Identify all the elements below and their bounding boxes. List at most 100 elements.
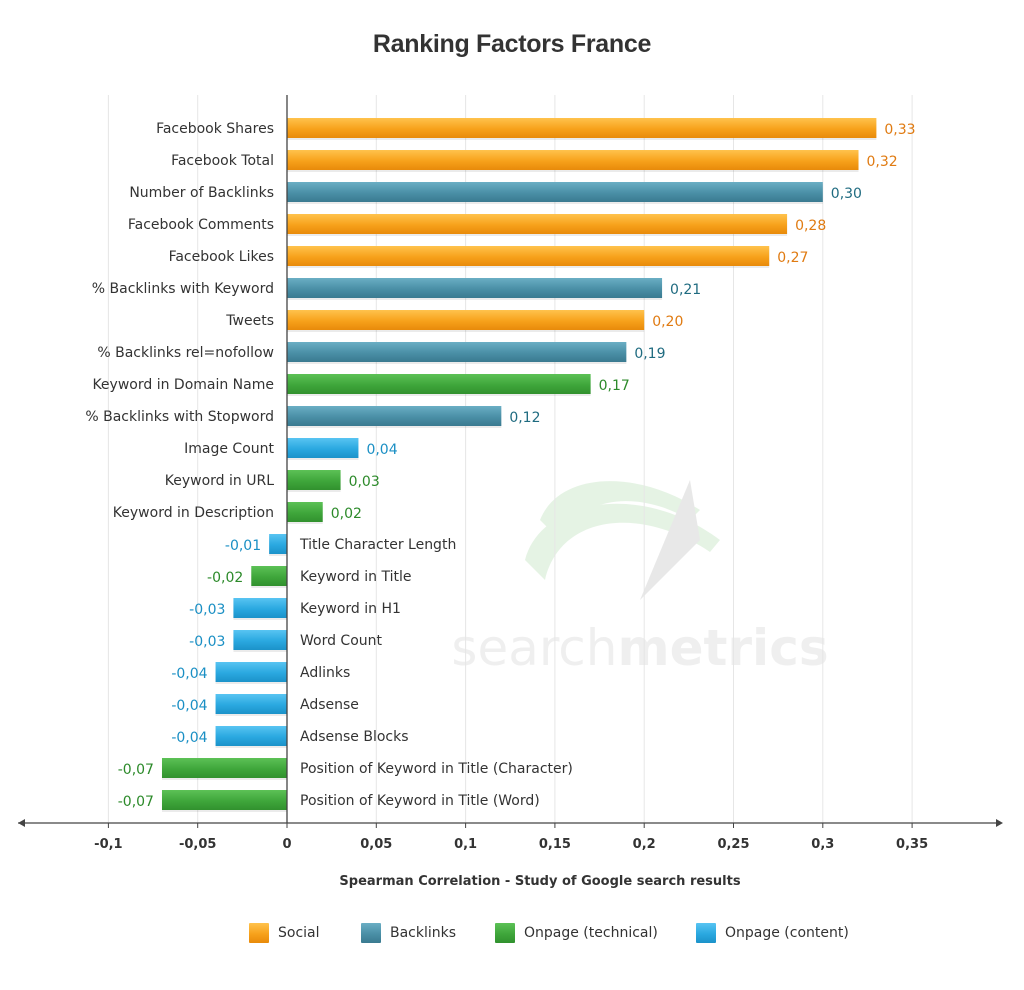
bar — [287, 310, 645, 330]
data-label: -0,03 — [189, 602, 225, 618]
watermark-text: searchmetrics — [451, 619, 828, 677]
category-label: Tweets — [225, 313, 274, 329]
bar — [287, 182, 823, 202]
data-label: -0,01 — [225, 538, 261, 554]
data-label: 0,12 — [509, 410, 540, 426]
x-tick-label: 0,15 — [539, 837, 571, 852]
category-label: Facebook Total — [171, 153, 274, 169]
x-tick-label: -0,05 — [179, 837, 216, 852]
category-label: Image Count — [184, 441, 274, 457]
category-label: Word Count — [300, 633, 383, 649]
bar-group: Adsense Blocks -0,04 — [171, 726, 409, 748]
data-label: 0,32 — [867, 154, 898, 170]
data-label: 0,17 — [599, 378, 630, 394]
legend-label: Onpage (content) — [725, 925, 849, 941]
legend-swatch — [249, 923, 269, 943]
bar — [287, 438, 359, 458]
category-label: Adlinks — [300, 665, 350, 681]
data-label: 0,28 — [795, 218, 826, 234]
data-label: -0,02 — [207, 570, 243, 586]
data-label: -0,04 — [171, 666, 207, 682]
data-label: -0,04 — [171, 698, 207, 714]
bar-group: Facebook Comments 0,28 — [128, 214, 826, 236]
data-label: 0,21 — [670, 282, 701, 298]
bar — [287, 406, 502, 426]
data-label: 0,19 — [634, 346, 665, 362]
bar-group: Image Count 0,04 — [184, 438, 398, 460]
legend-label: Social — [278, 925, 320, 941]
legend-label: Backlinks — [390, 925, 457, 941]
legend-item: Backlinks — [361, 920, 456, 946]
category-label: Keyword in Domain Name — [92, 377, 274, 393]
category-label: Position of Keyword in Title (Character) — [300, 761, 573, 777]
legend-label: Onpage (technical) — [524, 925, 658, 941]
x-tick-label: -0,1 — [94, 837, 122, 852]
category-label: Adsense — [300, 697, 359, 713]
data-label: -0,03 — [189, 634, 225, 650]
legend: Social Backlinks Onpage (technical) Onpage … — [0, 920, 1024, 950]
bar-group: Keyword in Domain Name 0,17 — [92, 374, 630, 396]
data-label: -0,07 — [118, 794, 154, 810]
category-label: % Backlinks with Stopword — [85, 409, 274, 425]
legend-swatch — [696, 923, 716, 943]
bar — [215, 726, 287, 746]
bar-group: Keyword in H1 -0,03 — [189, 598, 401, 620]
category-label: % Backlinks with Keyword — [92, 281, 274, 297]
bar-group: Facebook Likes 0,27 — [169, 246, 808, 268]
bar-group: Word Count -0,03 — [189, 630, 383, 652]
x-tick-label: 0,3 — [811, 837, 834, 852]
bar — [287, 214, 788, 234]
legend-item: Onpage (content) — [696, 920, 849, 946]
category-label: Keyword in H1 — [300, 601, 401, 617]
bar — [287, 150, 859, 170]
bar — [161, 790, 287, 810]
bar — [287, 278, 663, 298]
data-label: 0,03 — [349, 474, 380, 490]
bar — [287, 374, 591, 394]
x-tick-label: 0,2 — [633, 837, 656, 852]
bar — [233, 598, 287, 618]
data-label: 0,33 — [884, 122, 915, 138]
bar — [215, 694, 287, 714]
category-label: Keyword in URL — [165, 473, 274, 489]
data-label: -0,04 — [171, 730, 207, 746]
bar-group: Keyword in URL 0,03 — [165, 470, 380, 492]
legend-swatch — [361, 923, 381, 943]
bar-group: Facebook Total 0,32 — [171, 150, 898, 172]
searchmetrics-watermark: searchmetrics — [451, 480, 829, 677]
legend-item: Social — [249, 920, 320, 946]
bar-group: % Backlinks with Keyword 0,21 — [92, 278, 701, 300]
category-label: % Backlinks rel=nofollow — [97, 345, 274, 361]
bar-group: Position of Keyword in Title (Character)… — [118, 758, 573, 780]
data-label: 0,30 — [831, 186, 862, 202]
data-label: -0,07 — [118, 762, 154, 778]
bar — [251, 566, 287, 586]
category-label: Adsense Blocks — [300, 729, 409, 745]
bar — [287, 470, 341, 490]
bar-group: Adsense -0,04 — [171, 694, 359, 716]
watermark-swoosh — [540, 481, 700, 540]
x-tick-label: 0,1 — [454, 837, 477, 852]
bar — [287, 342, 627, 362]
x-tick-label: 0,25 — [717, 837, 749, 852]
chart-title: Ranking Factors France — [372, 30, 652, 58]
bar-group: % Backlinks rel=nofollow 0,19 — [97, 342, 666, 364]
x-tick-label: 0,35 — [896, 837, 928, 852]
watermark-swoosh-2 — [525, 503, 720, 580]
legend-swatch — [495, 923, 515, 943]
bars: Facebook Shares 0,33 Facebook Total 0,32 Num… — [85, 118, 916, 812]
bar-group: % Backlinks with Stopword 0,12 — [85, 406, 540, 428]
bar-group: Keyword in Title -0,02 — [207, 566, 411, 588]
bar-group: Number of Backlinks 0,30 — [129, 182, 862, 204]
data-label: 0,20 — [652, 314, 683, 330]
bar — [287, 502, 323, 522]
bar-group: Title Character Length -0,01 — [225, 534, 456, 556]
x-axis: -0,1 -0,05 0 0,05 0,1 0,15 0,2 0,25 0,3 0,35 — [18, 95, 1003, 852]
bar — [233, 630, 287, 650]
category-label: Title Character Length — [299, 537, 456, 553]
x-tick-label: 0 — [282, 837, 291, 852]
bar — [287, 246, 770, 266]
bar — [215, 662, 287, 682]
category-label: Number of Backlinks — [129, 185, 274, 201]
